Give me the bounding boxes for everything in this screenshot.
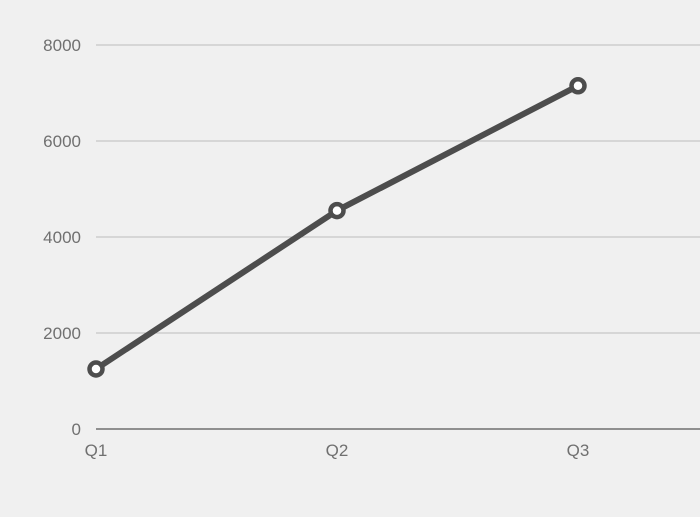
- series-line-0: [93, 82, 581, 372]
- x-tick-label: Q3: [567, 441, 590, 460]
- data-point-Q3: [569, 77, 587, 95]
- data-point-Q2: [328, 201, 346, 220]
- y-tick-label: 0: [72, 420, 81, 439]
- series-layer: [87, 77, 587, 378]
- y-tick-label: 4000: [43, 228, 81, 247]
- gridlines: [96, 44, 700, 334]
- y-tick-label: 8000: [43, 36, 81, 55]
- x-tick-label: Q1: [85, 441, 108, 460]
- y-tick-label: 2000: [43, 324, 81, 343]
- y-tick-label: 6000: [43, 132, 81, 151]
- x-axis-tick-labels: Q1 Q2 Q3: [85, 441, 590, 460]
- data-point-Q1: [87, 360, 105, 378]
- x-tick-label: Q2: [326, 441, 349, 460]
- y-axis-tick-labels: 0 2000 4000 6000 8000: [43, 36, 81, 439]
